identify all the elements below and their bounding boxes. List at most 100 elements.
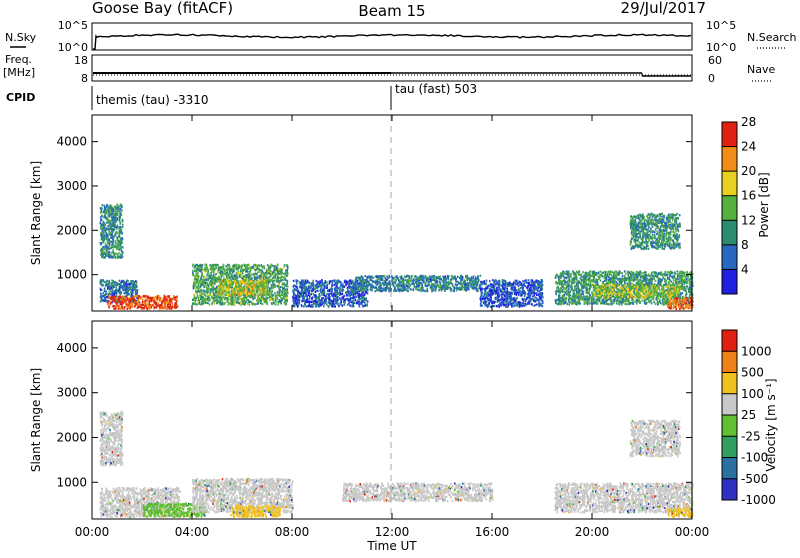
data-cell [123, 289, 125, 291]
data-cell [240, 293, 242, 295]
data-cell [110, 228, 112, 230]
data-cell [339, 287, 341, 289]
data-cell [335, 292, 337, 294]
data-cell [251, 280, 253, 282]
data-cell [317, 290, 319, 292]
data-cell [135, 287, 137, 289]
data-cell [305, 279, 307, 281]
data-cell [160, 300, 162, 302]
data-cell [163, 302, 165, 304]
data-cell [134, 296, 136, 298]
data-cell [219, 269, 221, 271]
data-cell [353, 291, 355, 293]
data-cell [102, 292, 104, 294]
data-cell [426, 280, 428, 282]
data-cell [102, 204, 104, 206]
data-cell [220, 266, 222, 268]
data-cell [245, 292, 247, 294]
data-cell [195, 267, 197, 269]
data-cell [116, 302, 118, 304]
data-cell [241, 265, 243, 267]
data-cell [209, 276, 211, 278]
data-cell [312, 290, 314, 292]
data-cell [311, 304, 313, 306]
data-cell [164, 296, 166, 298]
data-cell [470, 282, 472, 284]
data-cell [243, 293, 245, 295]
data-cell [107, 287, 109, 289]
data-cell [217, 271, 219, 273]
data-cell [277, 291, 279, 293]
data-cell [100, 232, 102, 234]
data-cell [350, 288, 352, 290]
data-cell [253, 303, 255, 305]
data-cell [100, 235, 102, 237]
data-cell [258, 268, 260, 270]
data-cell [415, 275, 417, 277]
data-cell [207, 294, 209, 296]
data-cell [118, 297, 120, 299]
data-cell [251, 284, 253, 286]
data-cell [251, 290, 253, 292]
data-cell [224, 297, 226, 299]
data-cell [365, 275, 367, 277]
data-cell [427, 285, 429, 287]
data-cell [221, 299, 223, 301]
data-cell [465, 275, 467, 277]
data-cell [222, 291, 224, 293]
data-cell [369, 275, 371, 277]
data-cell [435, 276, 437, 278]
data-cell [115, 240, 117, 242]
data-cell [101, 215, 103, 217]
data-cell [319, 280, 321, 282]
data-cell [387, 287, 389, 289]
data-cell [235, 296, 237, 298]
data-cell [193, 285, 195, 287]
data-cell [246, 295, 248, 297]
data-cell [119, 220, 121, 222]
data-cell [277, 264, 279, 266]
data-cell [332, 282, 334, 284]
data-cell [301, 304, 303, 306]
data-cell [412, 275, 414, 277]
data-cell [159, 306, 161, 308]
data-cell [109, 288, 111, 290]
data-cell [126, 297, 128, 299]
data-cell [299, 296, 301, 298]
data-cell [342, 305, 344, 307]
data-cell [246, 299, 248, 301]
data-cell [280, 269, 282, 271]
data-cell [347, 294, 349, 296]
data-cell [360, 302, 362, 304]
data-cell [469, 278, 471, 280]
data-cell [123, 308, 125, 310]
data-cell [286, 293, 288, 295]
data-cell [121, 209, 123, 211]
data-cell [370, 286, 372, 288]
data-cell [112, 256, 114, 258]
data-cell [117, 217, 119, 219]
data-cell [206, 265, 208, 267]
freq-label: Freq. [5, 53, 32, 66]
data-cell [101, 207, 103, 209]
data-cell [443, 284, 445, 286]
data-cell [198, 291, 200, 293]
data-cell [247, 280, 249, 282]
data-cell [461, 275, 463, 277]
data-cell [125, 283, 127, 285]
data-cell [244, 303, 246, 305]
data-cell [157, 305, 159, 307]
data-cell [195, 303, 197, 305]
data-cell [112, 250, 114, 252]
data-cell [103, 246, 105, 248]
data-cell [305, 287, 307, 289]
data-cell [296, 283, 298, 285]
data-cell [350, 305, 352, 307]
data-cell [222, 285, 224, 287]
data-cell [100, 216, 102, 218]
data-cell [212, 290, 214, 292]
data-cell [293, 302, 295, 304]
data-cell [417, 283, 419, 285]
data-cell [364, 302, 366, 304]
